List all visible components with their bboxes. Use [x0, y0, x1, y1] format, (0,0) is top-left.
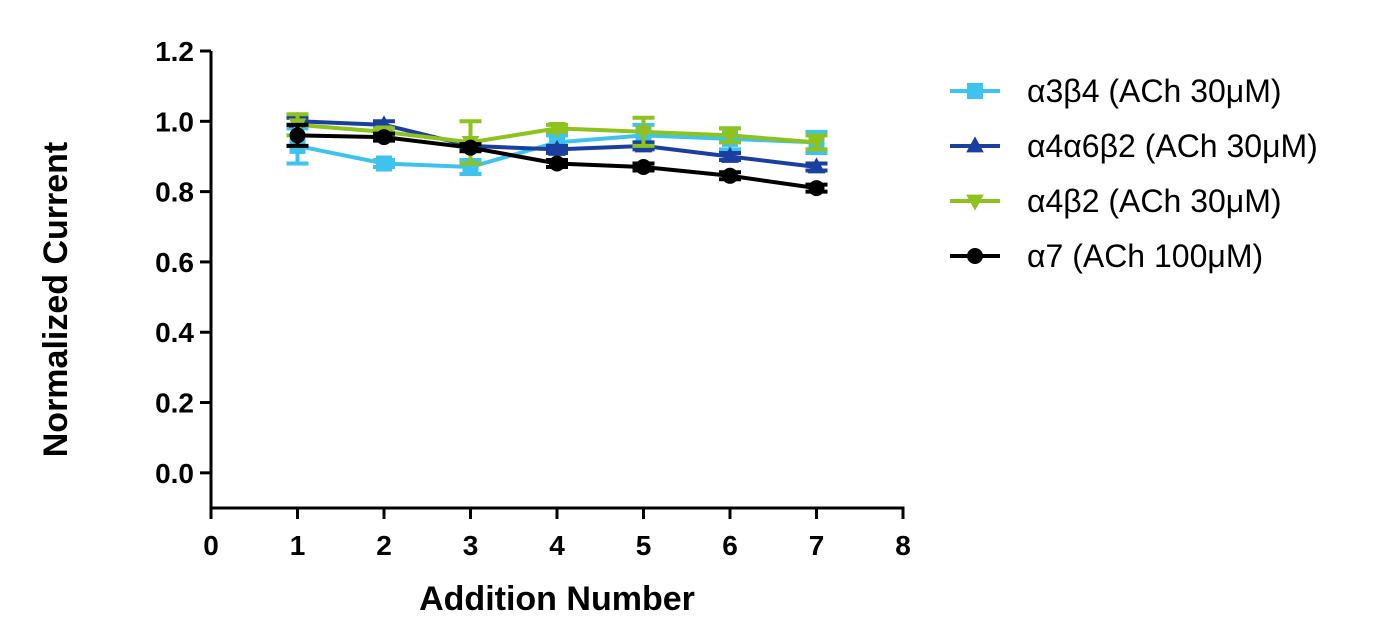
x-tick-label: 3	[463, 530, 479, 561]
legend-label: α3β4 (ACh 30μM)	[1027, 73, 1282, 109]
data-point	[634, 125, 653, 142]
y-tick-label: 1.2	[155, 36, 194, 67]
plot-area	[286, 111, 828, 197]
data-point	[376, 155, 392, 172]
legend-item-2: α4α6β2 (ACh 30μM)	[950, 128, 1318, 164]
x-tick-label: 7	[809, 530, 825, 561]
data-point	[722, 167, 738, 184]
x-axis-title: Addition Number	[419, 580, 695, 618]
data-point	[635, 159, 652, 176]
y-tick-label: 1.0	[155, 106, 194, 137]
x-tick-label: 5	[636, 530, 652, 561]
y-tick-label: 0.2	[155, 388, 194, 419]
data-point	[721, 146, 739, 163]
legend-marker	[966, 136, 984, 153]
legend-marker	[967, 248, 983, 264]
x-tick-label: 8	[895, 530, 911, 561]
data-point	[721, 128, 739, 145]
legend-label: α7 (ACh 100μM)	[1027, 238, 1263, 274]
x-tick-label: 4	[549, 530, 565, 561]
data-point	[807, 157, 826, 174]
legend-label: α4β2 (ACh 30μM)	[1027, 183, 1282, 219]
x-tick-label: 1	[290, 530, 306, 561]
data-point	[289, 127, 306, 144]
legend-label: α4α6β2 (ACh 30μM)	[1027, 128, 1318, 164]
data-point	[376, 129, 392, 146]
x-tick-label: 0	[203, 530, 219, 561]
x-tick-label: 2	[376, 530, 392, 561]
data-point	[462, 139, 479, 156]
legend-marker	[967, 83, 983, 99]
y-tick-label: 0.8	[155, 177, 194, 208]
data-point	[808, 180, 825, 197]
axes: 0.0 0.2 0.4 0.6 0.8 1.0 1.2 0 1 2 3 4 5 6 7 8	[155, 36, 911, 561]
data-point	[548, 139, 566, 156]
y-tick-label: 0.6	[155, 247, 194, 278]
legend-item-4: α7 (ACh 100μM)	[950, 238, 1263, 274]
y-axis-title: Normalized Current	[37, 142, 75, 458]
legend-item-3: α4β2 (ACh 30μM)	[950, 183, 1282, 219]
legend-item-1: α3β4 (ACh 30μM)	[950, 73, 1282, 109]
legend: α3β4 (ACh 30μM) α4α6β2 (ACh 30μM) α4β2 (AC…	[950, 73, 1318, 274]
data-point	[549, 155, 565, 172]
data-point	[548, 121, 566, 138]
x-tick-label: 6	[722, 530, 738, 561]
data-point	[807, 136, 826, 152]
y-tick-label: 0.4	[155, 317, 194, 348]
series-4	[286, 122, 828, 197]
legend-marker	[966, 194, 984, 211]
y-tick-label: 0.0	[155, 458, 194, 489]
